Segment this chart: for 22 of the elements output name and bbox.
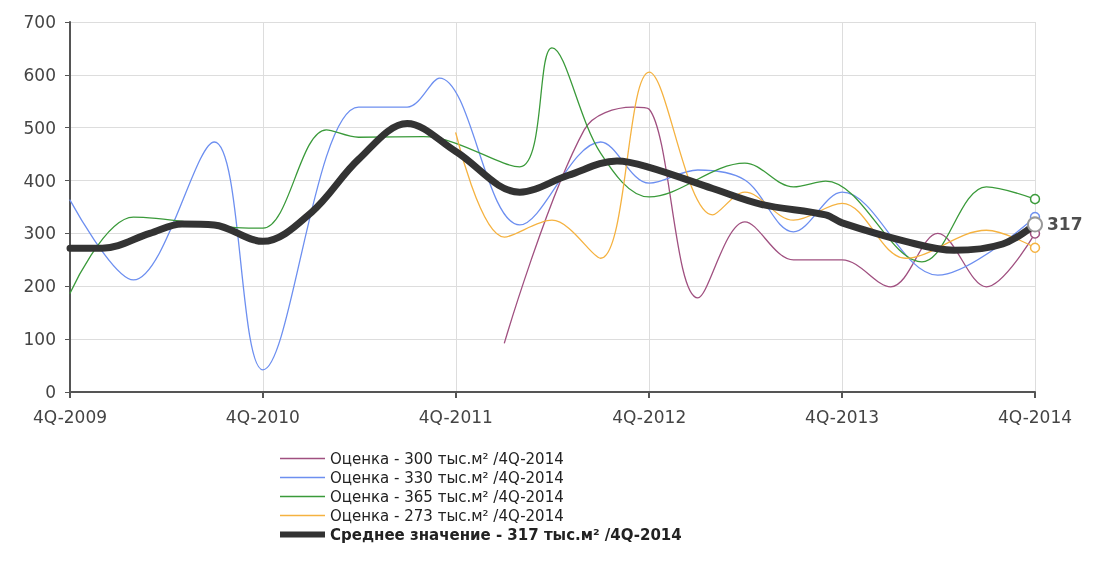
x-tick-label: 4Q-2010 <box>225 406 300 427</box>
x-tick-label: 4Q-2009 <box>32 406 108 427</box>
x-tick-label: 4Q-2013 <box>805 406 880 427</box>
point <box>1029 242 1041 253</box>
y-tick-label: 500 <box>23 117 56 138</box>
point <box>1029 193 1041 205</box>
x-tick-label: 4Q-2012 <box>612 406 687 427</box>
legend-label: Оценка - 273 тыс.м² /4Q-2014 <box>330 506 564 525</box>
y-tick-label: 200 <box>23 276 56 297</box>
y-tick-label: 400 <box>23 170 56 191</box>
y-tick-label: 600 <box>23 64 56 85</box>
y-tick-label: 700 <box>23 12 56 32</box>
legend-label: Среднее значение - 317 тыс.м² /4Q-2014 <box>330 525 682 544</box>
y-tick-label: 0 <box>45 382 56 402</box>
legend-label: Оценка - 300 тыс.м² /4Q-2014 <box>330 449 564 468</box>
annotation: 317 <box>1047 214 1083 235</box>
x-tick-label: 4Q-2014 <box>997 406 1073 427</box>
y-tick-label: 100 <box>23 329 56 350</box>
y-tick-label: 300 <box>23 223 56 244</box>
legend-label: Оценка - 365 тыс.м² /4Q-2014 <box>330 487 564 506</box>
legend-label: Оценка - 330 тыс.м² /4Q-2014 <box>330 468 564 487</box>
x-tick-label: 4Q-2011 <box>418 406 493 427</box>
